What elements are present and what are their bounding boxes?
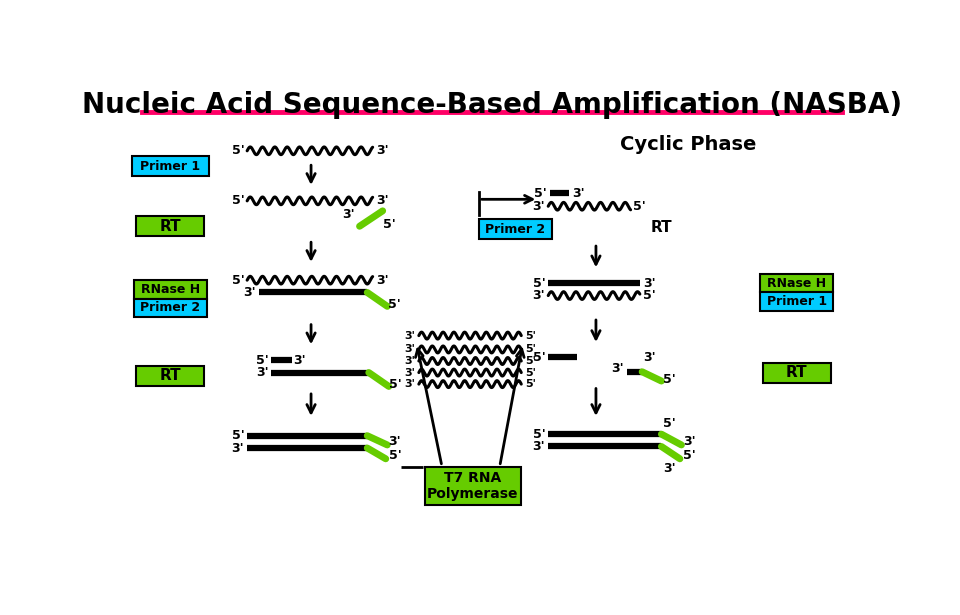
Text: 3': 3' <box>404 356 415 366</box>
Text: 3': 3' <box>572 186 585 200</box>
Text: 5': 5' <box>533 427 545 441</box>
Text: 3': 3' <box>376 274 389 287</box>
Text: 3': 3' <box>404 344 415 354</box>
Text: 5': 5' <box>231 429 244 442</box>
Text: 5': 5' <box>231 274 244 287</box>
Text: 5': 5' <box>525 344 536 354</box>
Text: 3': 3' <box>404 331 415 341</box>
Text: Cyclic Phase: Cyclic Phase <box>620 135 756 154</box>
Text: 5': 5' <box>388 298 400 311</box>
Text: 3': 3' <box>404 379 415 389</box>
FancyBboxPatch shape <box>136 216 204 236</box>
Text: 5': 5' <box>634 200 646 213</box>
Text: 5': 5' <box>525 368 536 378</box>
FancyBboxPatch shape <box>760 293 833 311</box>
Text: 3': 3' <box>643 277 656 290</box>
FancyBboxPatch shape <box>133 299 206 317</box>
Text: 5': 5' <box>525 331 536 341</box>
Text: 5': 5' <box>534 186 547 200</box>
Text: 5': 5' <box>683 449 695 462</box>
Text: 5': 5' <box>662 417 676 430</box>
Text: 5': 5' <box>231 194 244 207</box>
Text: 5': 5' <box>256 354 269 367</box>
Text: 3': 3' <box>533 289 545 302</box>
Text: 5': 5' <box>231 145 244 157</box>
Text: RT: RT <box>159 368 180 383</box>
Text: 5': 5' <box>525 379 536 389</box>
Text: 3': 3' <box>643 351 656 363</box>
FancyBboxPatch shape <box>136 366 204 386</box>
Text: 3': 3' <box>342 208 354 221</box>
Text: 3': 3' <box>533 440 545 453</box>
Text: 3': 3' <box>376 194 389 207</box>
Text: RNase H: RNase H <box>767 277 827 290</box>
Text: Primer 1: Primer 1 <box>767 295 827 308</box>
FancyBboxPatch shape <box>424 467 521 505</box>
Text: 5': 5' <box>383 218 396 231</box>
Text: RT: RT <box>159 219 180 234</box>
Text: 3': 3' <box>231 442 244 454</box>
FancyBboxPatch shape <box>763 363 830 383</box>
Text: Primer 1: Primer 1 <box>140 160 201 173</box>
Text: T7 RNA
Polymerase: T7 RNA Polymerase <box>427 470 518 501</box>
Text: 5': 5' <box>389 449 401 462</box>
Text: 5': 5' <box>533 351 545 363</box>
Text: 3': 3' <box>404 368 415 378</box>
FancyBboxPatch shape <box>760 274 833 293</box>
Text: 3': 3' <box>376 145 389 157</box>
FancyBboxPatch shape <box>133 280 206 299</box>
Text: 3': 3' <box>612 362 624 375</box>
Text: 3': 3' <box>662 461 676 475</box>
Text: 5': 5' <box>533 277 545 290</box>
Text: 5': 5' <box>662 373 676 386</box>
Text: 3': 3' <box>389 435 401 448</box>
Text: 3': 3' <box>256 366 269 379</box>
Text: Primer 2: Primer 2 <box>140 301 201 314</box>
Text: 5': 5' <box>390 378 402 391</box>
FancyBboxPatch shape <box>132 156 208 177</box>
Text: Nucleic Acid Sequence-Based Amplification (NASBA): Nucleic Acid Sequence-Based Amplificatio… <box>82 91 902 119</box>
Text: 5': 5' <box>642 289 656 302</box>
Text: 3': 3' <box>243 286 255 299</box>
Text: 5': 5' <box>525 356 536 366</box>
Text: RT: RT <box>786 365 807 380</box>
Text: RT: RT <box>651 220 672 236</box>
Text: 3': 3' <box>293 354 306 367</box>
FancyBboxPatch shape <box>478 220 552 239</box>
Text: Primer 2: Primer 2 <box>485 223 545 236</box>
Text: RNase H: RNase H <box>140 283 200 296</box>
Text: 3': 3' <box>683 435 695 448</box>
Text: 3': 3' <box>533 200 545 213</box>
